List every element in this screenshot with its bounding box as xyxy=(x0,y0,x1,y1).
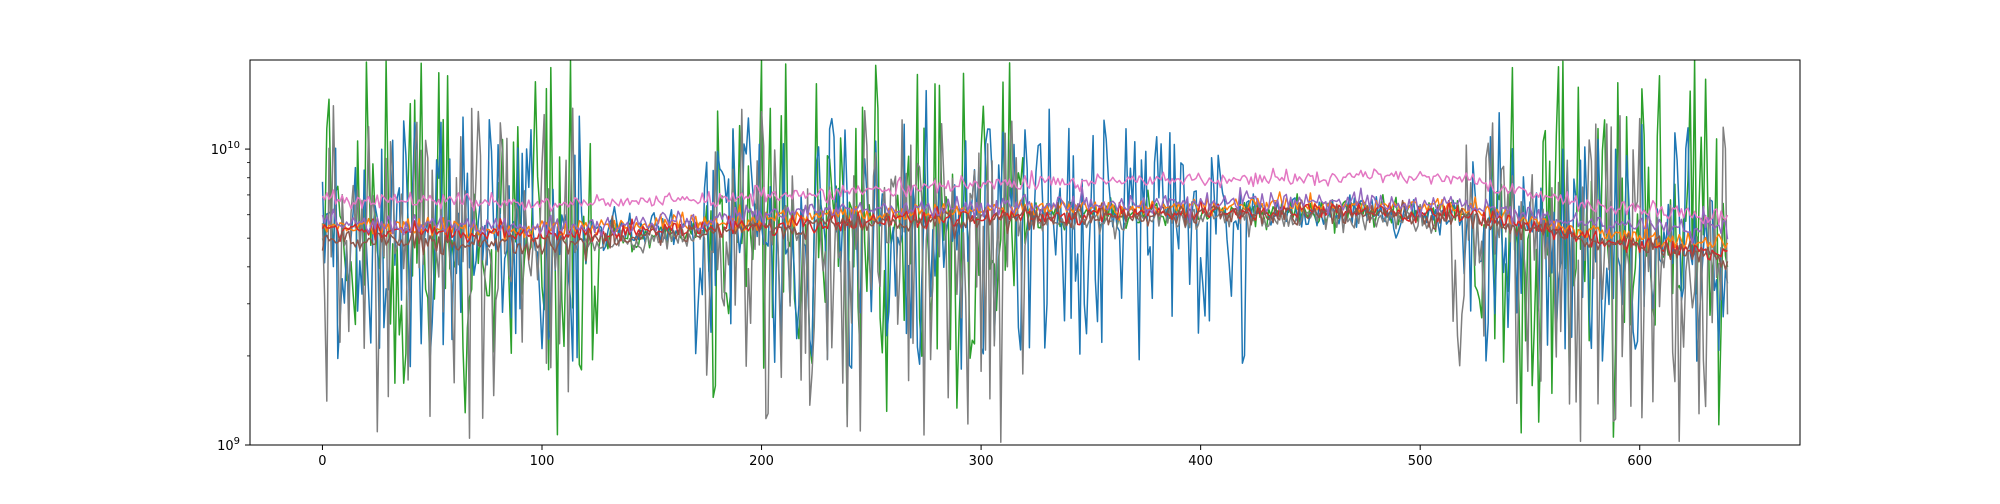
x-tick-label: 200 xyxy=(749,454,774,469)
y-axis: 109 1010 xyxy=(211,140,250,454)
x-tick-label: 600 xyxy=(1627,454,1652,469)
x-tick-label: 500 xyxy=(1408,454,1433,469)
x-tick-label: 100 xyxy=(530,454,555,469)
x-tick-label: 400 xyxy=(1188,454,1213,469)
series-line-7 xyxy=(321,186,1729,245)
y-tick-label: 1010 xyxy=(211,140,240,158)
series-line-6 xyxy=(321,199,1729,271)
x-axis: 0 100 200 300 400 500 600 xyxy=(318,445,1652,469)
y-tick-label: 109 xyxy=(217,436,240,454)
series-line-8 xyxy=(321,167,1729,225)
series-layer xyxy=(321,60,1729,444)
x-tick-label: 300 xyxy=(969,454,994,469)
plot-frame xyxy=(249,59,1801,446)
x-tick-label: 0 xyxy=(318,454,326,469)
